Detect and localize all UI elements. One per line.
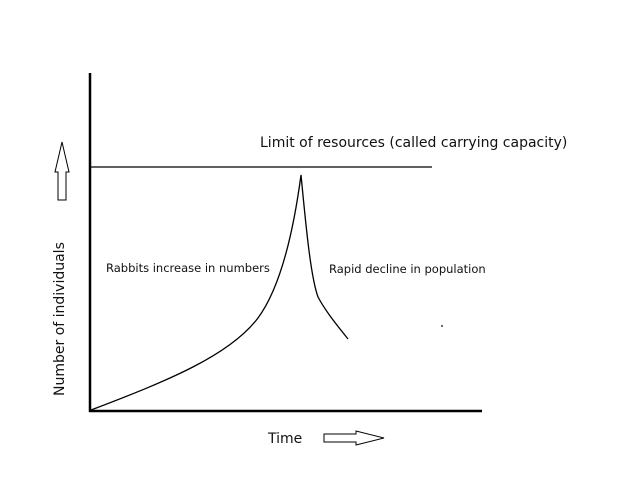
right-arrow-icon: [323, 430, 385, 446]
increase-label: Rabbits increase in numbers: [106, 261, 270, 275]
decline-label: Rapid decline in population: [329, 262, 486, 276]
carrying-capacity-label: Limit of resources (called carrying capa…: [260, 135, 567, 151]
up-arrow-icon: [54, 141, 70, 201]
stray-dot: [441, 325, 443, 327]
x-axis-label: Time: [267, 431, 302, 447]
population-curve: [90, 174, 349, 411]
y-axis-label: Number of individuals: [52, 242, 68, 396]
